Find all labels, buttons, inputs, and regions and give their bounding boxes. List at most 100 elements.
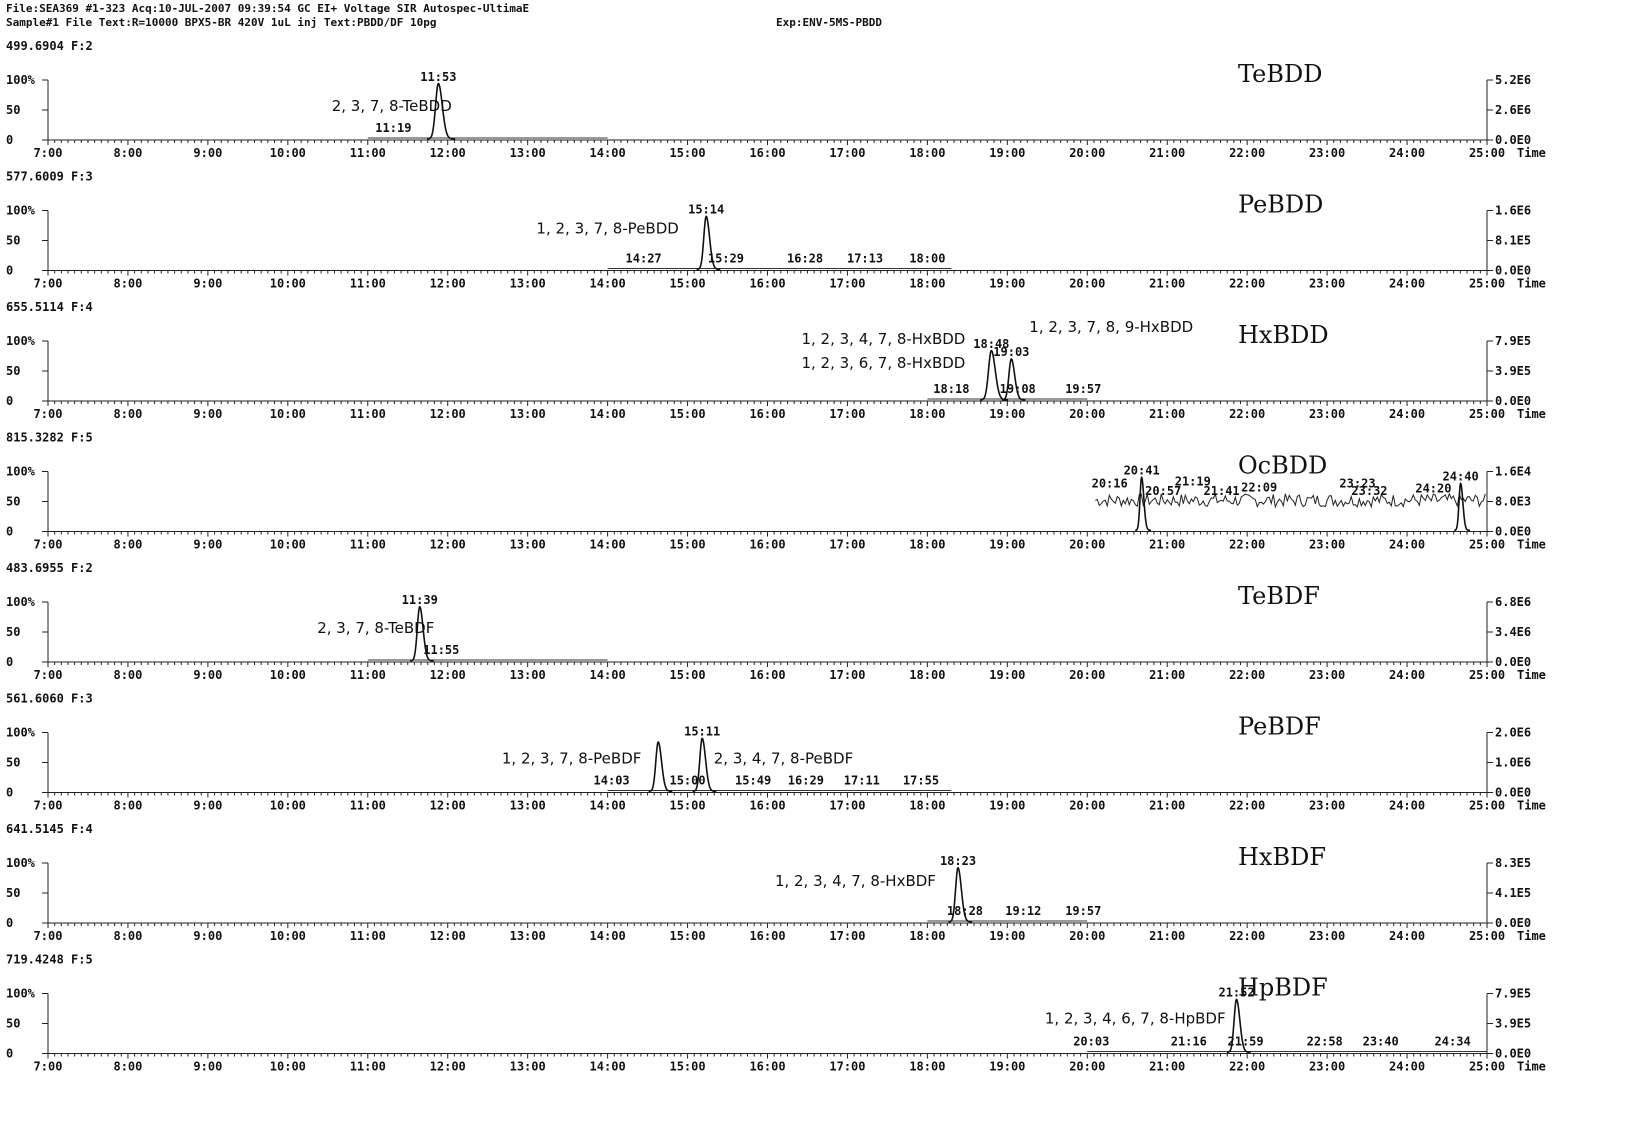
retention-time-label: 11:55: [423, 643, 459, 657]
x-tick-label: 19:00: [989, 407, 1025, 421]
homologue-name: HxBDD: [1238, 321, 1329, 349]
x-tick-label: 14:00: [590, 538, 626, 552]
x-tick-label: 21:00: [1149, 146, 1185, 160]
x-tick-label: 9:00: [193, 277, 222, 291]
y-scale-label-right: 0.0E0: [1495, 655, 1531, 669]
x-tick-label: 23:00: [1309, 538, 1345, 552]
mass-label: 483.6955 F:2: [6, 561, 93, 575]
x-tick-label: 13:00: [510, 277, 546, 291]
x-tick-label: 23:00: [1309, 407, 1345, 421]
retention-time-label: 21:59: [1228, 1035, 1264, 1049]
x-tick-label: 15:00: [669, 407, 705, 421]
x-unit-label: Time: [1517, 407, 1546, 421]
y-tick-label-left: 50: [6, 1017, 20, 1031]
y-tick-label-left: 100%: [6, 726, 36, 740]
retention-time-label: 20:57: [1145, 484, 1181, 498]
x-tick-label: 21:00: [1149, 407, 1185, 421]
x-tick-label: 15:00: [669, 277, 705, 291]
x-tick-label: 21:00: [1149, 929, 1185, 943]
y-tick-label-left: 100%: [6, 73, 36, 87]
x-tick-label: 11:00: [350, 668, 386, 682]
x-tick-label: 10:00: [270, 277, 306, 291]
compound-label: 1, 2, 3, 4, 7, 8-HxBDD: [801, 330, 965, 348]
retention-time-label: 24:34: [1435, 1035, 1471, 1049]
x-tick-label: 25:00: [1469, 538, 1505, 552]
y-tick-label-left: 0: [6, 133, 13, 147]
x-tick-label: 25:00: [1469, 668, 1505, 682]
x-tick-label: 10:00: [270, 146, 306, 160]
retention-time-label: 18:18: [933, 382, 969, 396]
compound-label: 1, 2, 3, 7, 8-PeBDF: [502, 750, 641, 768]
y-tick-label-left: 50: [6, 103, 20, 117]
x-tick-label: 13:00: [510, 1060, 546, 1074]
retention-time-label: 15:29: [708, 252, 744, 266]
peak-trace: [648, 741, 673, 793]
x-tick-label: 18:00: [909, 407, 945, 421]
x-tick-label: 7:00: [34, 1060, 63, 1074]
y-scale-label-right: 7.9E5: [1495, 987, 1531, 1001]
peak-trace: [1001, 357, 1026, 401]
x-unit-label: Time: [1517, 146, 1546, 160]
y-scale-label-right: 2.0E6: [1495, 726, 1531, 740]
y-tick-label-left: 0: [6, 264, 13, 278]
x-tick-label: 21:00: [1149, 277, 1185, 291]
x-tick-label: 9:00: [193, 538, 222, 552]
y-tick-label-left: 50: [6, 886, 20, 900]
peak-time-label: 18:23: [940, 854, 976, 868]
retention-time-label: 21:19: [1175, 474, 1211, 488]
x-tick-label: 8:00: [113, 1060, 142, 1074]
x-unit-label: Time: [1517, 1060, 1546, 1074]
x-tick-label: 18:00: [909, 929, 945, 943]
retention-time-label: 15:00: [669, 774, 705, 788]
y-scale-label-right: 0.0E0: [1495, 786, 1531, 800]
x-tick-label: 25:00: [1469, 407, 1505, 421]
x-tick-label: 15:00: [669, 1060, 705, 1074]
y-scale-label-right: 3.4E6: [1495, 625, 1531, 639]
x-tick-label: 23:00: [1309, 146, 1345, 160]
x-tick-label: 12:00: [430, 277, 466, 291]
y-tick-label-left: 0: [6, 916, 13, 930]
x-tick-label: 10:00: [270, 1060, 306, 1074]
x-tick-label: 14:00: [590, 799, 626, 813]
x-tick-label: 21:00: [1149, 668, 1185, 682]
x-tick-label: 22:00: [1229, 407, 1265, 421]
x-tick-label: 24:00: [1389, 146, 1425, 160]
y-scale-label-right: 3.9E5: [1495, 1017, 1531, 1031]
retention-time-label: 20:16: [1092, 477, 1128, 491]
y-tick-label-left: 0: [6, 655, 13, 669]
x-tick-label: 23:00: [1309, 799, 1345, 813]
x-tick-label: 23:00: [1309, 929, 1345, 943]
y-tick-label-left: 50: [6, 234, 20, 248]
x-tick-label: 16:00: [749, 146, 785, 160]
x-tick-label: 20:00: [1069, 799, 1105, 813]
x-tick-label: 14:00: [590, 407, 626, 421]
x-tick-label: 22:00: [1229, 799, 1265, 813]
x-tick-label: 18:00: [909, 1060, 945, 1074]
x-tick-label: 9:00: [193, 146, 222, 160]
y-scale-label-right: 0.0E0: [1495, 525, 1531, 539]
retention-time-label: 22:09: [1241, 480, 1277, 494]
x-tick-label: 11:00: [350, 277, 386, 291]
x-tick-label: 14:00: [590, 146, 626, 160]
y-scale-label-right: 4.1E5: [1495, 886, 1531, 900]
x-tick-label: 7:00: [34, 407, 63, 421]
homologue-name: TeBDF: [1238, 582, 1320, 610]
retention-time-label: 23:32: [1351, 484, 1387, 498]
x-tick-label: 9:00: [193, 929, 222, 943]
y-scale-label-right: 1.6E4: [1495, 465, 1531, 479]
x-tick-label: 8:00: [113, 407, 142, 421]
y-tick-label-left: 50: [6, 364, 20, 378]
x-tick-label: 23:00: [1309, 277, 1345, 291]
x-tick-label: 10:00: [270, 799, 306, 813]
x-tick-label: 17:00: [829, 277, 865, 291]
x-unit-label: Time: [1517, 538, 1546, 552]
noise-trace: [1095, 492, 1486, 509]
y-scale-label-right: 2.6E6: [1495, 103, 1531, 117]
x-tick-label: 12:00: [430, 407, 466, 421]
y-scale-label-right: 3.9E5: [1495, 364, 1531, 378]
x-unit-label: Time: [1517, 929, 1546, 943]
x-tick-label: 11:00: [350, 799, 386, 813]
retention-time-label: 21:16: [1171, 1035, 1207, 1049]
compound-label: 1, 2, 3, 4, 6, 7, 8-HpBDF: [1045, 1010, 1226, 1028]
x-tick-label: 16:00: [749, 668, 785, 682]
